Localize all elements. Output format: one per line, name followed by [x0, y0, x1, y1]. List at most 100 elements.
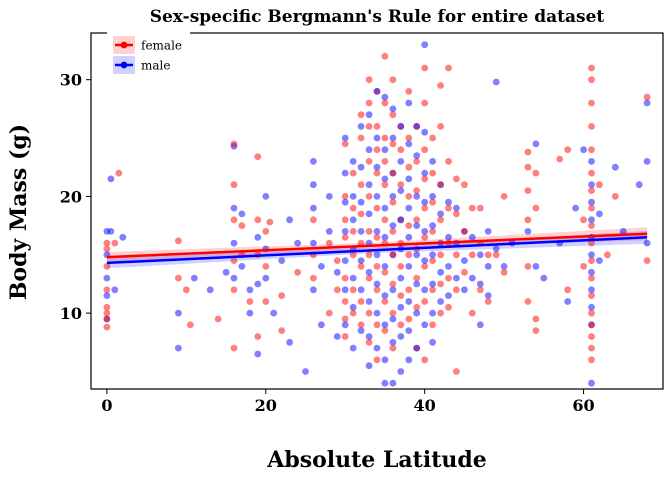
- data-point-male: [397, 187, 405, 195]
- data-point-male: [373, 193, 381, 200]
- data-point-male: [405, 204, 413, 212]
- data-point-male: [421, 41, 429, 49]
- data-point-male: [341, 169, 349, 177]
- data-point-male: [429, 280, 436, 288]
- data-point-female: [357, 239, 365, 247]
- data-point-female: [413, 303, 421, 311]
- data-point-female: [588, 356, 595, 364]
- x-tick-label: 40: [414, 396, 436, 415]
- data-point-female: [588, 222, 595, 230]
- data-point-male: [476, 280, 484, 288]
- data-point-female: [588, 333, 595, 340]
- data-point-male: [445, 263, 452, 270]
- data-point-female: [421, 356, 429, 364]
- legend-background: [107, 32, 190, 76]
- data-point-female: [588, 123, 595, 130]
- data-point-female: [230, 344, 238, 352]
- data-point-male: [405, 298, 413, 305]
- data-point-female: [476, 204, 484, 212]
- data-point-female: [373, 233, 381, 241]
- data-point-female: [588, 76, 595, 84]
- data-point-female: [405, 134, 413, 142]
- data-point-female: [588, 292, 595, 299]
- data-point-female: [405, 315, 413, 323]
- data-point-female: [476, 286, 484, 294]
- data-point-female: [596, 181, 603, 189]
- data-point-male: [107, 228, 115, 235]
- data-point-female: [429, 169, 436, 177]
- data-point-female: [643, 93, 651, 101]
- data-point-female: [341, 193, 349, 200]
- data-point-female: [373, 263, 381, 270]
- data-point-male: [588, 379, 595, 387]
- data-point-female: [214, 315, 222, 323]
- data-point-female: [182, 286, 190, 294]
- data-point-female: [254, 216, 262, 224]
- legend-label-female: female: [141, 39, 182, 53]
- data-point-female: [341, 298, 349, 305]
- data-point-male: [484, 228, 492, 235]
- data-point-male: [588, 251, 595, 259]
- data-point-female: [580, 263, 587, 270]
- data-point-male: [437, 210, 444, 218]
- data-point-male: [397, 274, 405, 282]
- data-point-female: [103, 309, 111, 317]
- data-point-male: [413, 222, 421, 230]
- data-point-male: [206, 286, 214, 294]
- data-point-male: [357, 327, 365, 334]
- data-point-male: [357, 286, 365, 294]
- data-point-female: [341, 333, 349, 340]
- data-point-female: [437, 216, 444, 224]
- data-point-female: [341, 216, 349, 224]
- data-point-male: [484, 263, 492, 270]
- data-point-female: [437, 309, 444, 317]
- data-point-male: [349, 274, 357, 282]
- data-point-male: [476, 321, 484, 329]
- data-point-male: [365, 298, 373, 305]
- data-point-male: [270, 309, 278, 317]
- data-point-female: [357, 210, 365, 218]
- data-point-male: [389, 134, 397, 142]
- data-point-male: [588, 286, 595, 294]
- data-point-female: [349, 204, 357, 212]
- data-point-female: [294, 268, 301, 276]
- data-point-female: [421, 146, 429, 154]
- data-point-female: [103, 323, 111, 331]
- data-point-male: [405, 233, 413, 241]
- data-point-female: [357, 134, 365, 142]
- data-point-female: [468, 309, 476, 317]
- data-point-female: [357, 321, 365, 329]
- data-point-male: [107, 175, 115, 183]
- fit-lines: [106, 232, 648, 265]
- y-tick-label: 10: [60, 304, 82, 323]
- data-point-male: [357, 198, 365, 206]
- data-point-male: [413, 251, 421, 259]
- data-point-male: [635, 181, 643, 189]
- data-point-female: [611, 193, 619, 200]
- data-point-female: [341, 233, 349, 241]
- data-point-female: [524, 263, 532, 270]
- data-point-female: [397, 146, 405, 154]
- data-point-male: [381, 321, 389, 329]
- data-point-female: [437, 82, 444, 89]
- data-point-male: [468, 274, 476, 282]
- data-point-male: [325, 228, 333, 235]
- data-point-female: [381, 327, 389, 334]
- x-axis-ticks: 0 20 40 60: [101, 389, 595, 415]
- data-point-female: [421, 175, 429, 183]
- data-point-male: [413, 123, 421, 130]
- data-point-male: [333, 333, 341, 340]
- y-tick-label: 20: [60, 187, 82, 206]
- data-point-male: [532, 263, 540, 270]
- data-point-male: [397, 158, 405, 165]
- data-point-male: [500, 263, 508, 270]
- data-point-male: [389, 338, 397, 346]
- data-point-female: [564, 286, 572, 294]
- data-point-female: [453, 210, 460, 218]
- data-point-female: [230, 216, 238, 224]
- data-point-male: [492, 245, 500, 253]
- data-point-male: [373, 280, 381, 288]
- data-point-female: [365, 228, 373, 235]
- data-point-female: [588, 99, 595, 107]
- data-point-female: [397, 292, 405, 299]
